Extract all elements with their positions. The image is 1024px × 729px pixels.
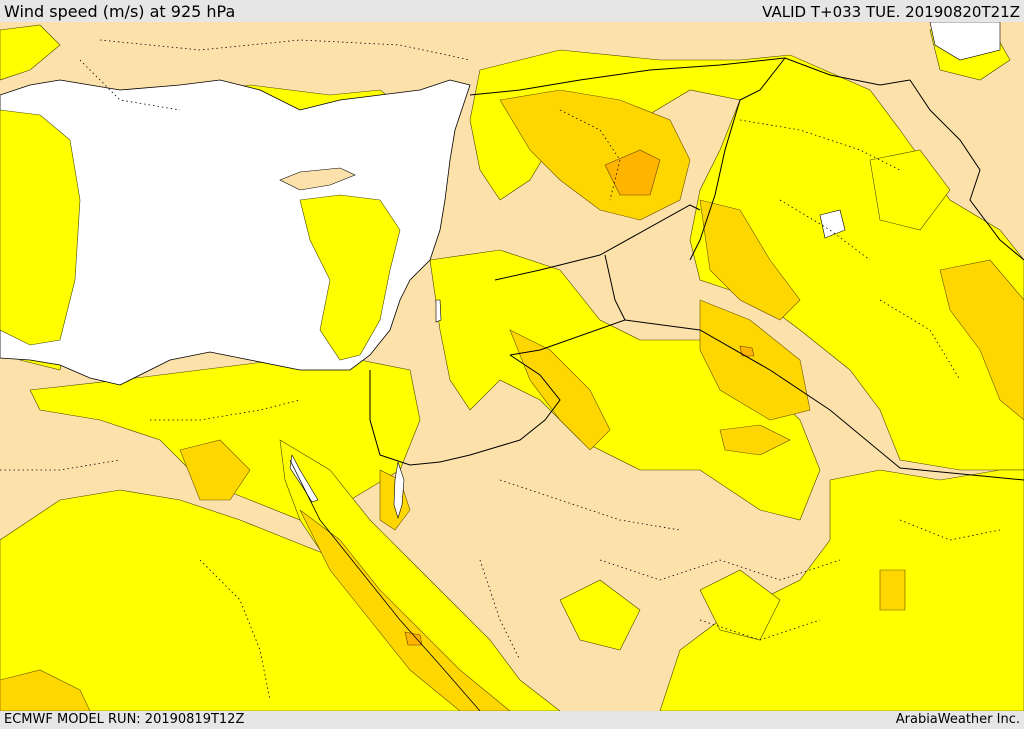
cyprus-island bbox=[279, 167, 356, 191]
gulf-of-suez bbox=[289, 454, 319, 503]
wind-band-2-areas bbox=[0, 89, 1024, 711]
map-title: Wind speed (m/s) at 925 hPa bbox=[4, 2, 236, 21]
wind-band-3-areas bbox=[404, 149, 755, 646]
red-sea-coast bbox=[289, 459, 481, 711]
country-borders bbox=[369, 57, 1024, 481]
model-run: ECMWF MODEL RUN: 20190819T12Z bbox=[4, 712, 245, 727]
east-med-wind-patch bbox=[299, 194, 401, 361]
caspian-sea-edge bbox=[929, 22, 1001, 61]
header-bar: Wind speed (m/s) at 925 hPa VALID T+033 … bbox=[0, 0, 1024, 22]
wind-speed-map bbox=[0, 22, 1024, 711]
footer-bar: ECMWF MODEL RUN: 20190819T12Z ArabiaWeat… bbox=[0, 711, 1024, 729]
valid-time: VALID T+033 TUE. 20190820T21Z bbox=[762, 3, 1020, 21]
gulf-of-aqaba bbox=[393, 461, 405, 520]
lake-tharthar bbox=[819, 209, 846, 239]
brand-label: ArabiaWeather Inc. bbox=[895, 712, 1020, 727]
aegean-wind-patch bbox=[0, 109, 81, 346]
dead-sea bbox=[435, 299, 442, 323]
province-borders bbox=[0, 39, 1001, 701]
